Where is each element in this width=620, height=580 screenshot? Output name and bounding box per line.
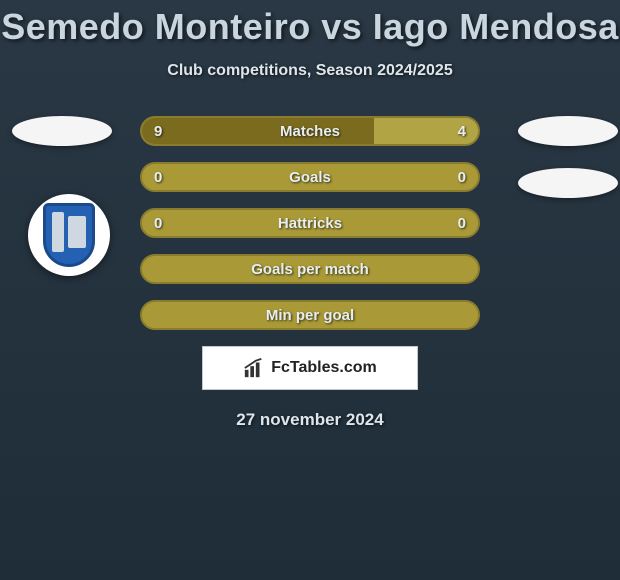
brand-chart-icon <box>243 357 265 379</box>
comparison-chart: 94Matches00Goals00HattricksGoals per mat… <box>0 116 620 330</box>
bar-value-left: 0 <box>142 164 174 190</box>
crest-shield-icon <box>43 203 95 267</box>
club-crest-left <box>28 194 110 276</box>
player-badge-right-1 <box>518 116 618 146</box>
bar-label: Goals per match <box>142 256 478 282</box>
brand-box[interactable]: FcTables.com <box>202 346 418 390</box>
stat-bar: Goals per match <box>140 254 480 284</box>
bar-fill-left <box>142 118 374 144</box>
bar-label: Goals <box>142 164 478 190</box>
bar-fill-right <box>374 118 478 144</box>
date-label: 27 november 2024 <box>0 410 620 430</box>
brand-text: FcTables.com <box>271 359 377 377</box>
page-title: Semedo Monteiro vs Iago Mendosa <box>0 0 620 48</box>
player-badge-left <box>12 116 112 146</box>
bar-value-right: 0 <box>446 164 478 190</box>
player-badge-right-2 <box>518 168 618 198</box>
stat-bar: Min per goal <box>140 300 480 330</box>
stat-bar: 94Matches <box>140 116 480 146</box>
bar-value-right: 0 <box>446 210 478 236</box>
bars-container: 94Matches00Goals00HattricksGoals per mat… <box>140 116 480 330</box>
bar-label: Hattricks <box>142 210 478 236</box>
stat-bar: 0 0Goals <box>140 162 480 192</box>
bar-label: Min per goal <box>142 302 478 328</box>
bar-value-left: 0 <box>142 210 174 236</box>
stat-bar: 0 0Hattricks <box>140 208 480 238</box>
subtitle: Club competitions, Season 2024/2025 <box>0 62 620 80</box>
